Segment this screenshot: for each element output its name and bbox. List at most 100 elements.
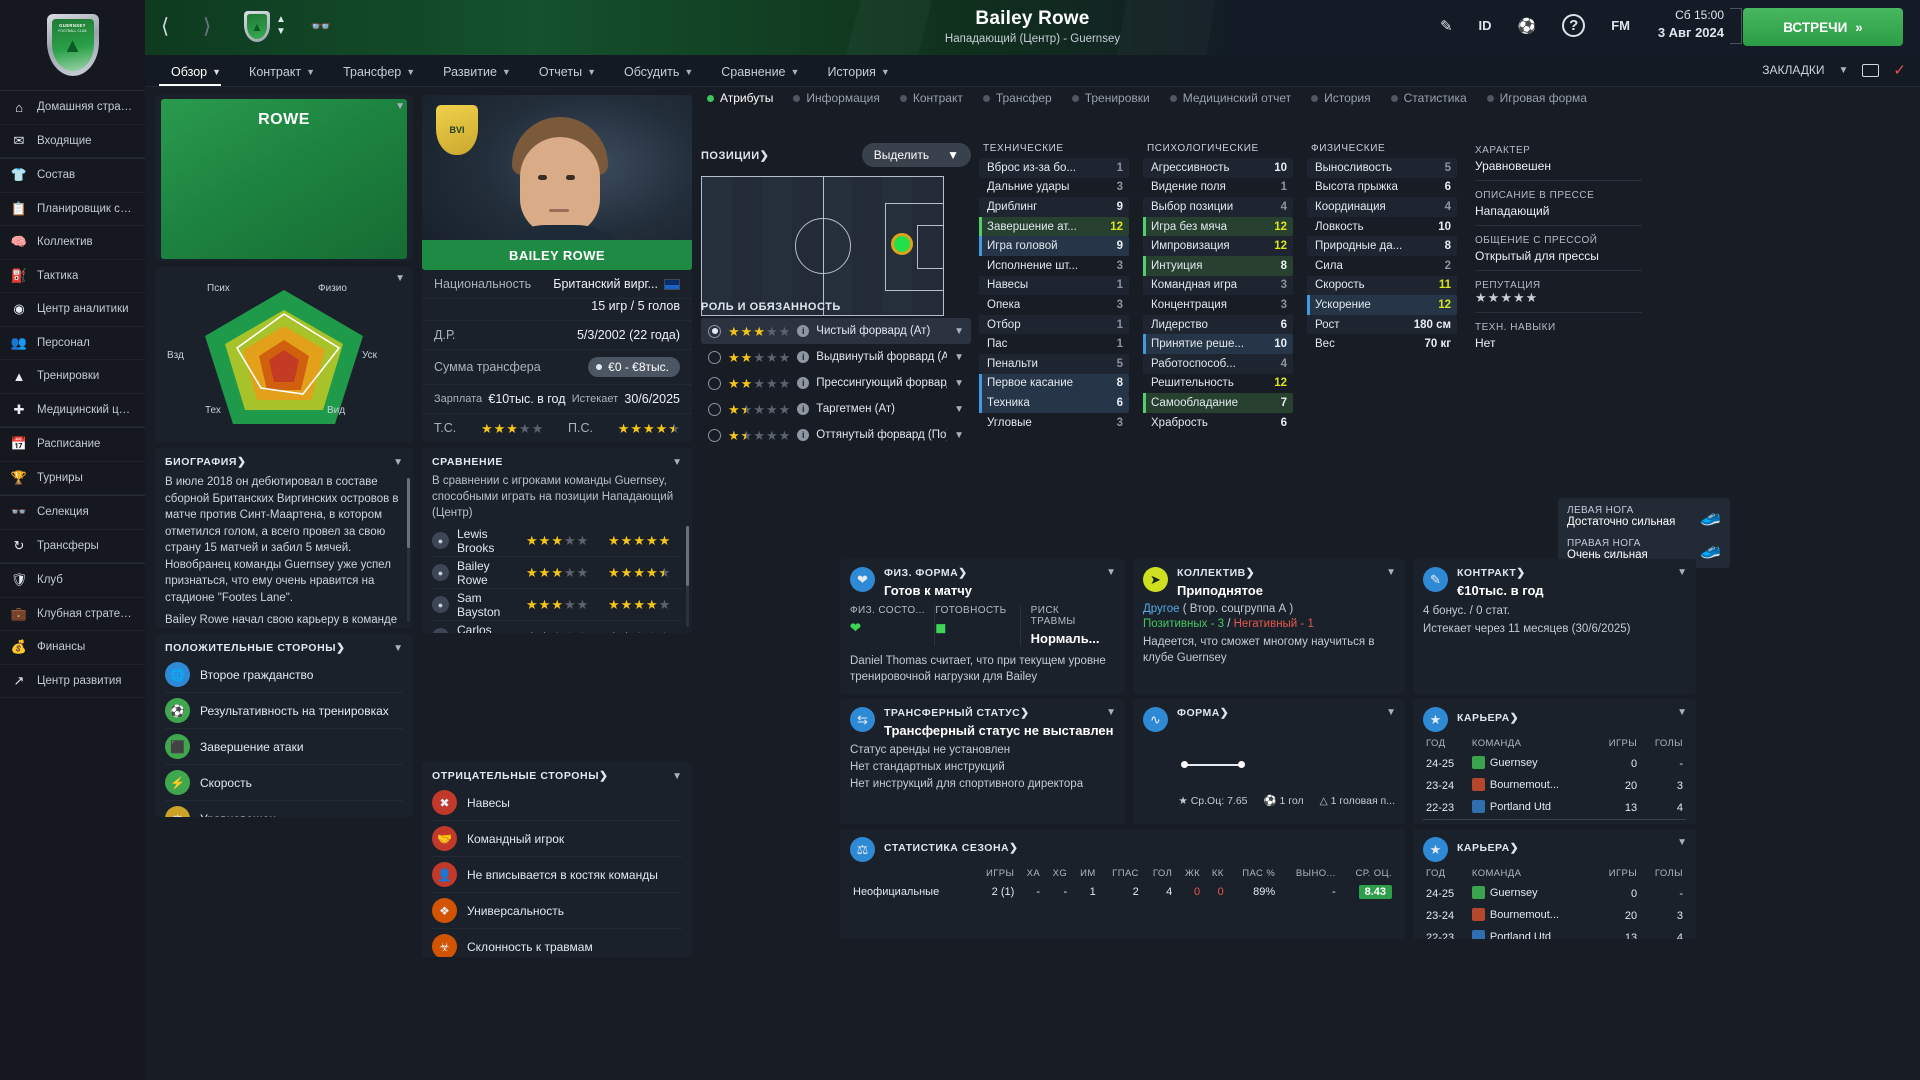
sidebar-item-расписание[interactable]: 📅 Расписание [0, 428, 145, 462]
bookmarks-label[interactable]: ЗАКЛАДКИ [1762, 63, 1825, 77]
help-icon[interactable]: ? [1562, 14, 1586, 37]
positive-trait-row[interactable]: ⚽ Результативность на тренировках [165, 693, 403, 729]
pencil-icon[interactable]: ✎ [1439, 17, 1453, 35]
table-row[interactable]: 24-25 Guernsey 0 - [1423, 883, 1686, 905]
chevron-down-icon[interactable]: ▼ [954, 403, 964, 415]
physical-attr-row[interactable]: Выносливость 5 [1307, 158, 1457, 178]
mental-attr-row[interactable]: Командная игра 3 [1143, 275, 1293, 296]
transfer-value-pill[interactable]: €0 - €8тыс. [588, 357, 680, 377]
attr-tab-медицинский-отчет[interactable]: Медицинский отчет [1169, 91, 1291, 105]
chevron-down-icon[interactable]: ▼ [1386, 707, 1396, 718]
physical-attr-row[interactable]: Ловкость 10 [1307, 217, 1457, 237]
sidebar-item-персонал[interactable]: 👥 Персонал [0, 327, 145, 360]
id-icon[interactable]: ID [1478, 18, 1492, 33]
info-icon[interactable]: i [797, 429, 810, 441]
chevron-down-icon[interactable]: ▼ [672, 770, 682, 782]
mental-attr-row[interactable]: Агрессивность 10 [1143, 158, 1293, 178]
table-row[interactable]: 22-23 Portland Utd 13 4 [1423, 927, 1686, 939]
technical-attr-row[interactable]: Навесы 1 [979, 275, 1129, 296]
table-row[interactable]: 23-24 Bournemout... 20 3 [1423, 905, 1686, 927]
forward-arrow-icon[interactable]: ⟩ [203, 15, 212, 38]
table-row[interactable]: Неофициальные 2 (1) - -1 2 4 0 0 89% -8.43 [850, 883, 1395, 901]
radio-icon[interactable] [708, 402, 721, 416]
chevron-down-icon[interactable]: ▼ [1677, 567, 1687, 578]
technical-attr-row[interactable]: Угловые 3 [979, 413, 1129, 433]
tab-отчеты[interactable]: Отчеты ▼ [525, 65, 610, 86]
chevron-down-icon[interactable]: ▼ [954, 325, 964, 337]
positive-trait-row[interactable]: ⚖ Уравновешен [165, 801, 403, 817]
sidebar-item-центр-аналитики[interactable]: ◉ Центр аналитики [0, 293, 145, 327]
fm-icon[interactable]: FM [1611, 18, 1630, 33]
mental-attr-row[interactable]: Принятие реше... 10 [1143, 334, 1293, 354]
back-arrow-icon[interactable]: ⟨ [161, 15, 170, 38]
technical-attr-row[interactable]: Пенальти 5 [979, 353, 1129, 374]
role-row[interactable]: ★★★★★ i Таргетмен (Ат) ▼ [701, 396, 971, 422]
chevron-down-icon[interactable]: ▼ [1677, 837, 1687, 848]
sidebar-item-домашняя-страница[interactable]: ⌂ Домашняя страница [0, 91, 145, 125]
attr-tab-тренировки[interactable]: Тренировки [1071, 91, 1150, 105]
physical-attr-row[interactable]: Координация 4 [1307, 197, 1457, 217]
sidebar-item-тренировки[interactable]: ▲ Тренировки [0, 360, 145, 394]
technical-attr-row[interactable]: Техника 6 [979, 393, 1129, 413]
binoculars-icon[interactable]: 👓 [310, 17, 332, 36]
table-row[interactable]: 24-25 Guernsey 0 - [1423, 753, 1686, 775]
chevron-down-icon[interactable]: ▼ [1386, 567, 1396, 578]
role-row[interactable]: ★★★★★ i Оттянутый форвард (По) ▼ [701, 422, 971, 448]
mental-attr-row[interactable]: Видение поля 1 [1143, 178, 1293, 198]
role-row[interactable]: ★★★★★ i Прессингующий форвард (Зщ) ▼ [701, 370, 971, 396]
team-spinner-icon[interactable]: ▲ ▼ [276, 14, 286, 37]
chevron-down-icon[interactable]: ▼ [1838, 64, 1849, 76]
team-crest-icon[interactable]: ▲ [244, 11, 270, 42]
chevron-down-icon[interactable]: ▼ [954, 429, 964, 441]
sidebar-item-турниры[interactable]: 🏆 Турниры [0, 462, 145, 495]
sidebar-item-клуб[interactable]: 🛡 Клуб [0, 564, 145, 598]
mental-attr-row[interactable]: Лидерство 6 [1143, 314, 1293, 335]
monitor-icon[interactable] [1862, 63, 1880, 77]
positive-trait-row[interactable]: 🌐 Второе гражданство [165, 657, 403, 693]
chevron-down-icon[interactable]: ▼ [954, 351, 964, 363]
physical-attr-row[interactable]: Рост 180 см [1307, 314, 1457, 335]
sidebar-item-планировщик-сост-[interactable]: 📋 Планировщик сост... [0, 193, 145, 226]
physical-attr-row[interactable]: Ускорение 12 [1307, 295, 1457, 315]
radio-icon[interactable] [708, 428, 721, 442]
negative-trait-row[interactable]: ✖ Навесы [432, 785, 682, 821]
attr-tab-игровая-форма[interactable]: Игровая форма [1486, 91, 1587, 105]
tab-трансфер[interactable]: Трансфер ▼ [329, 65, 429, 86]
chevron-down-icon[interactable]: ▼ [672, 456, 682, 468]
technical-attr-row[interactable]: Дриблинг 9 [979, 197, 1129, 217]
sidebar-item-состав[interactable]: 👕 Состав [0, 159, 145, 193]
radio-icon[interactable] [708, 376, 721, 390]
positive-trait-row[interactable]: ⚡ Скорость [165, 765, 403, 801]
technical-attr-row[interactable]: Дальние удары 3 [979, 178, 1129, 198]
technical-attr-row[interactable]: Исполнение шт... 3 [979, 256, 1129, 276]
tab-обзор[interactable]: Обзор ▼ [157, 65, 235, 86]
negative-trait-row[interactable]: 🤝 Командный игрок [432, 821, 682, 857]
chevron-down-icon[interactable]: ▼ [393, 456, 403, 468]
chevron-down-icon[interactable]: ▼ [1106, 707, 1116, 718]
technical-attr-row[interactable]: Опека 3 [979, 295, 1129, 315]
position-pitch-map[interactable] [701, 176, 944, 316]
negative-trait-row[interactable]: 👤 Не вписывается в костяк команды [432, 857, 682, 893]
comparison-row[interactable]: ● Bailey Rowe ★ ★ ★ ★ ★ ★ ★ ★ ★ ★ [432, 557, 682, 589]
radio-icon[interactable] [708, 350, 721, 364]
technical-attr-row[interactable]: Вброс из-за бо... 1 [979, 158, 1129, 178]
physical-attr-row[interactable]: Скорость 11 [1307, 275, 1457, 296]
highlight-select[interactable]: Выделить ▼ [861, 143, 971, 167]
attr-tab-статистика[interactable]: Статистика [1390, 91, 1467, 105]
chevron-down-icon[interactable]: ▼ [1677, 707, 1687, 718]
sidebar-item-селекция[interactable]: 👓 Селекция [0, 496, 145, 530]
info-icon[interactable]: i [797, 325, 810, 337]
continue-button[interactable]: ВСТРЕЧИ » [1743, 8, 1903, 46]
negative-trait-row[interactable]: ☣ Склонность к травмам [432, 929, 682, 957]
comparison-row[interactable]: ● Carlos Canha ★★★★★ ★★★★★ [432, 621, 682, 633]
ball-icon[interactable]: ⚽ [1517, 17, 1537, 35]
mental-attr-row[interactable]: Работоспособ... 4 [1143, 353, 1293, 374]
chevron-down-icon[interactable]: ▼ [954, 377, 964, 389]
chevron-down-icon[interactable]: ▼ [1106, 567, 1116, 578]
sidebar-item-медицинский-центр[interactable]: ✚ Медицинский центр [0, 394, 145, 427]
radio-icon[interactable] [708, 324, 721, 338]
comparison-row[interactable]: ● Sam Bayston ★ ★ ★ ★ ★ ★ ★ ★ ★ ★ [432, 589, 682, 621]
technical-attr-row[interactable]: Завершение ат... 12 [979, 216, 1129, 237]
attr-tab-контракт[interactable]: Контракт [899, 91, 963, 105]
attr-tab-атрибуты[interactable]: Атрибуты [707, 91, 773, 105]
